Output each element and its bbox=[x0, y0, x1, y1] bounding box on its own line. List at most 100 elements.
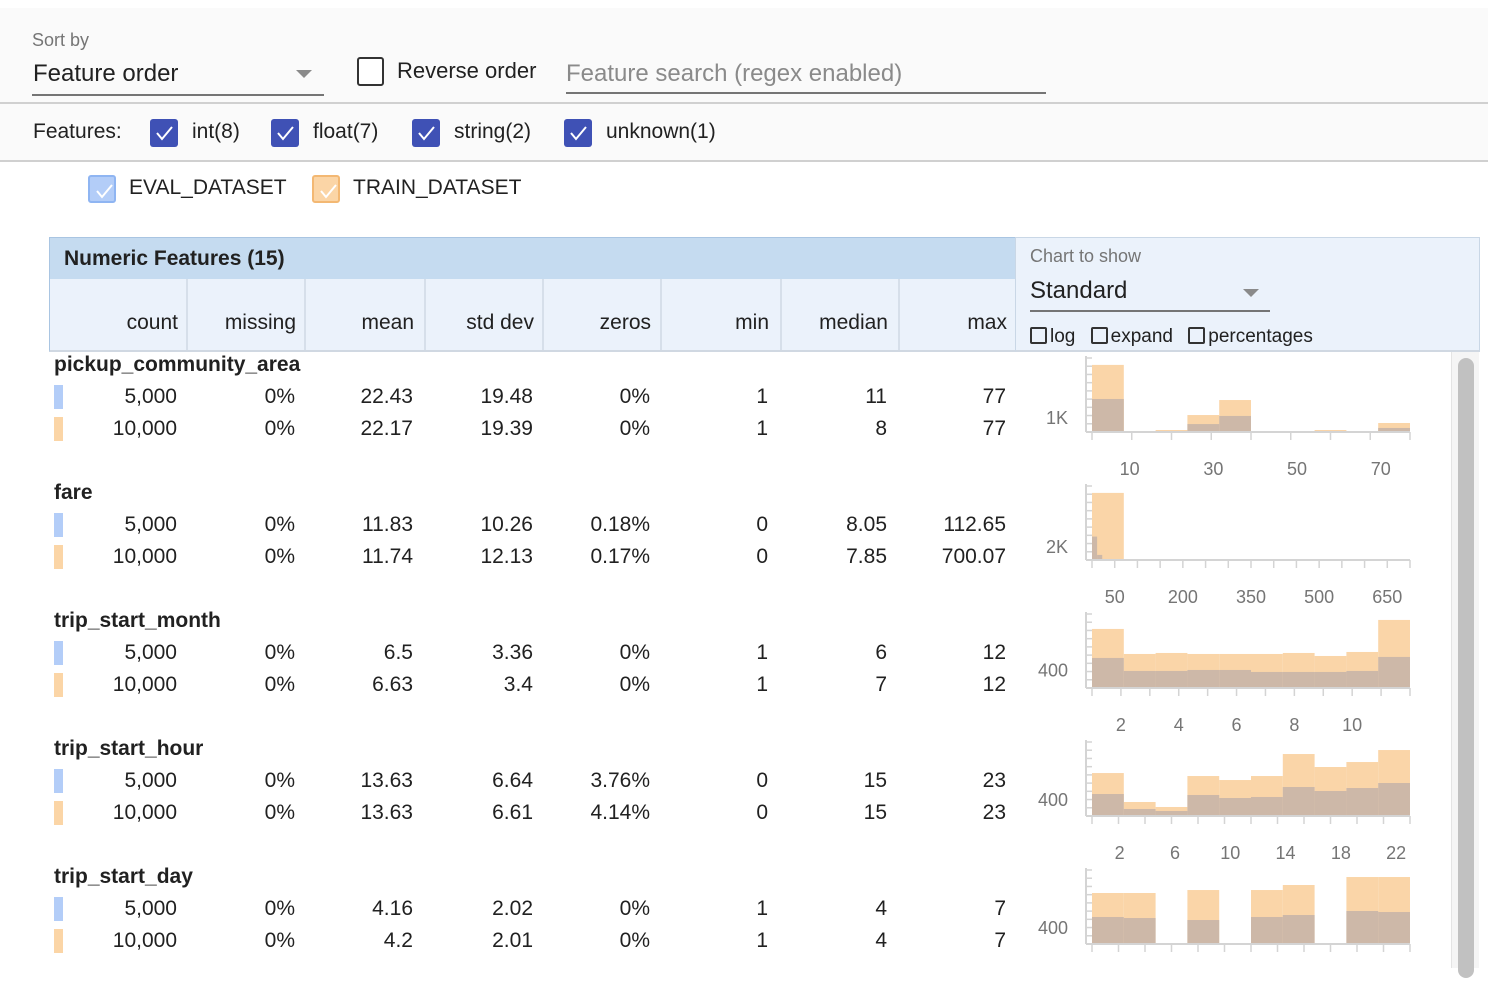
column-header[interactable]: median bbox=[819, 311, 888, 334]
train-swatch bbox=[54, 929, 63, 953]
x-tick-label: 2 bbox=[1116, 715, 1126, 735]
histogram-chart: 2K 50 200 350 500 650 bbox=[1046, 484, 1411, 607]
cell-median: 6 bbox=[875, 641, 887, 664]
train-swatch bbox=[54, 673, 63, 697]
column-divider bbox=[898, 279, 900, 350]
cell-mean: 4.2 bbox=[383, 929, 413, 952]
y-tick-label: 400 bbox=[1038, 661, 1068, 681]
cell-median: 7.85 bbox=[846, 545, 887, 568]
eval-bar bbox=[1314, 790, 1347, 816]
dataset-label: EVAL_DATASET bbox=[129, 176, 287, 199]
feature-type-filter: Features: int(8) float(7) string(2) unknown… bbox=[0, 104, 1488, 162]
cell-min: 1 bbox=[756, 897, 768, 920]
percentages-label: percentages bbox=[1208, 326, 1313, 347]
cell-count: 5,000 bbox=[124, 513, 177, 536]
cell-max: 700.07 bbox=[941, 545, 1006, 568]
cell-std-dev: 19.39 bbox=[480, 417, 533, 440]
cell-missing: 0% bbox=[264, 673, 295, 696]
cell-zeros: 0% bbox=[619, 929, 650, 952]
eval-bar bbox=[1282, 786, 1315, 816]
cell-missing: 0% bbox=[264, 513, 295, 536]
cell-missing: 0% bbox=[264, 929, 295, 952]
scrollbar-thumb[interactable] bbox=[1458, 358, 1474, 978]
eval-bar bbox=[1187, 794, 1220, 816]
cell-max: 12 bbox=[982, 641, 1006, 664]
column-header[interactable]: count bbox=[126, 311, 178, 334]
cell-min: 1 bbox=[756, 385, 768, 408]
eval-bar bbox=[1378, 782, 1410, 816]
log-checkbox[interactable]: log bbox=[1030, 326, 1075, 347]
column-header[interactable]: missing bbox=[224, 311, 296, 334]
type-filter-label: float(7) bbox=[313, 120, 379, 143]
cell-count: 5,000 bbox=[124, 897, 177, 920]
cell-min: 1 bbox=[756, 417, 768, 440]
dataset-checkbox[interactable] bbox=[88, 175, 116, 203]
cell-max: 77 bbox=[982, 385, 1006, 408]
cell-zeros: 0.18% bbox=[590, 513, 650, 536]
train-bar bbox=[1092, 492, 1124, 560]
dataset-checkbox[interactable] bbox=[312, 175, 340, 203]
column-header[interactable]: zeros bbox=[599, 311, 651, 334]
type-filter-checkbox[interactable] bbox=[564, 119, 592, 147]
cell-count: 10,000 bbox=[112, 545, 177, 568]
feature-row-trip_start_month[interactable]: trip_start_month 5,000 0% 6.5 3.36 0% 1 6 12 10,0… bbox=[0, 608, 1450, 736]
column-header[interactable]: max bbox=[967, 311, 1007, 334]
cell-max: 12 bbox=[982, 673, 1006, 696]
type-filter-label: string(2) bbox=[454, 120, 532, 143]
column-header[interactable]: min bbox=[735, 311, 769, 334]
cell-median: 15 bbox=[863, 801, 887, 824]
feature-name: trip_start_hour bbox=[54, 737, 204, 760]
cell-zeros: 3.76% bbox=[590, 769, 650, 792]
sort-by-select[interactable]: Feature order bbox=[32, 54, 324, 96]
x-tick-label: 500 bbox=[1304, 587, 1334, 607]
cell-zeros: 0% bbox=[619, 641, 650, 664]
check-icon bbox=[156, 126, 173, 141]
x-tick-label: 350 bbox=[1236, 587, 1266, 607]
table-title-bar: Numeric Features (15) bbox=[49, 237, 1016, 280]
cell-max: 23 bbox=[982, 801, 1006, 824]
column-divider bbox=[186, 279, 188, 350]
eval-bar bbox=[1346, 788, 1379, 816]
feature-row-trip_start_day[interactable]: trip_start_day 5,000 0% 4.16 2.02 0% 1 4 7 10,000… bbox=[0, 864, 1450, 992]
percentages-checkbox[interactable]: percentages bbox=[1188, 326, 1313, 347]
feature-row-trip_start_hour[interactable]: trip_start_hour 5,000 0% 13.63 6.64 3.76% 0 15 2… bbox=[0, 736, 1450, 864]
cell-count: 10,000 bbox=[112, 929, 177, 952]
cell-missing: 0% bbox=[264, 385, 295, 408]
column-header[interactable]: std dev bbox=[466, 311, 534, 334]
chart-to-show-select[interactable]: Standard bbox=[1030, 272, 1270, 312]
reverse-order-checkbox[interactable] bbox=[357, 57, 384, 86]
x-tick-label: 70 bbox=[1371, 459, 1391, 479]
feature-row-fare[interactable]: fare 5,000 0% 11.83 10.26 0.18% 0 8.05 112.65 10,… bbox=[0, 480, 1450, 608]
expand-label: expand bbox=[1110, 326, 1173, 347]
chevron-down-icon bbox=[1243, 289, 1259, 297]
cell-missing: 0% bbox=[264, 545, 295, 568]
cell-count: 5,000 bbox=[124, 641, 177, 664]
feature-search-input[interactable]: Feature search (regex enabled) bbox=[566, 56, 1046, 94]
cell-mean: 6.5 bbox=[383, 641, 413, 664]
chart-to-show-label: Chart to show bbox=[1030, 246, 1142, 266]
cell-zeros: 0% bbox=[619, 385, 650, 408]
features-label: Features: bbox=[33, 120, 122, 143]
feature-name: trip_start_day bbox=[54, 865, 193, 888]
train-swatch bbox=[54, 545, 63, 569]
column-header[interactable]: mean bbox=[361, 311, 414, 334]
x-tick-label: 18 bbox=[1331, 843, 1351, 863]
cell-max: 7 bbox=[994, 929, 1006, 952]
eval-bar bbox=[1187, 424, 1220, 432]
column-divider bbox=[542, 279, 544, 350]
eval-bar bbox=[1251, 796, 1283, 816]
cell-median: 11 bbox=[865, 385, 887, 408]
type-filter-checkbox[interactable] bbox=[150, 119, 178, 147]
expand-checkbox[interactable]: expand bbox=[1090, 326, 1173, 347]
eval-bar bbox=[1097, 554, 1103, 560]
cell-zeros: 0% bbox=[619, 897, 650, 920]
cell-min: 1 bbox=[756, 929, 768, 952]
type-filter-checkbox[interactable] bbox=[412, 119, 440, 147]
y-tick-label: 2K bbox=[1046, 537, 1068, 557]
type-filter-checkbox[interactable] bbox=[271, 119, 299, 147]
feature-row-pickup_community_area[interactable]: pickup_community_area 5,000 0% 22.43 19.48 0%… bbox=[0, 352, 1450, 480]
cell-missing: 0% bbox=[264, 897, 295, 920]
cell-count: 10,000 bbox=[112, 673, 177, 696]
table-title: Numeric Features (15) bbox=[64, 247, 285, 270]
cell-missing: 0% bbox=[264, 769, 295, 792]
